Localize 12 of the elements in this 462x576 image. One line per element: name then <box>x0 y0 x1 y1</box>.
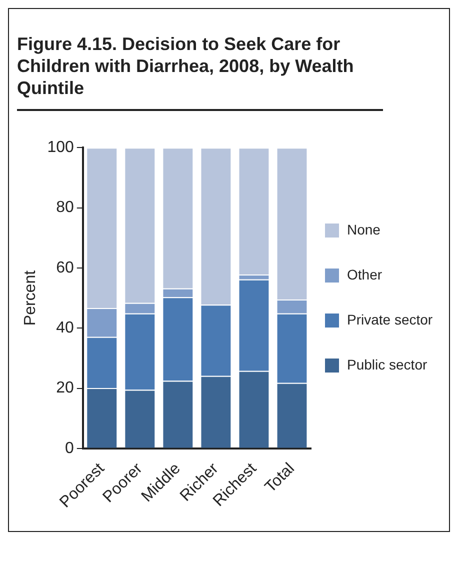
chart-title: Figure 4.15. Decision to Seek Care for Children with Diarrhea, 2008, by Wealth Quintile <box>17 33 383 111</box>
y-tick-label: 80 <box>56 199 74 216</box>
y-tick-label: 40 <box>56 320 74 337</box>
legend-label: None <box>347 221 381 238</box>
y-tick-label: 60 <box>56 259 74 276</box>
y-tick-label: 20 <box>56 380 74 397</box>
legend-label: Private sector <box>347 311 433 328</box>
legend-label: Public sector <box>347 356 428 372</box>
y-axis-title: Percent <box>22 270 40 326</box>
legend-label: Other <box>347 266 382 282</box>
y-tick-label: 0 <box>64 440 74 457</box>
y-tick-label: 100 <box>47 139 74 156</box>
